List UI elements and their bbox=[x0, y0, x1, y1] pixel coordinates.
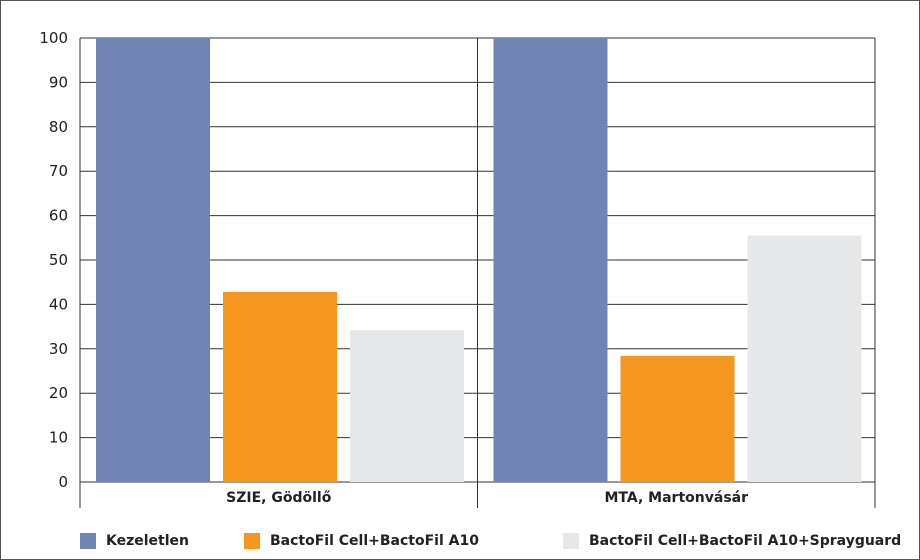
legend-swatch bbox=[244, 533, 260, 549]
bar bbox=[350, 330, 464, 482]
legend-swatch bbox=[563, 533, 579, 549]
y-tick-label: 90 bbox=[49, 73, 68, 91]
y-tick-label: 80 bbox=[49, 118, 68, 136]
legend-item: BactoFil Cell+BactoFil A10+Sprayguard bbox=[563, 528, 901, 554]
bar bbox=[620, 355, 735, 482]
y-tick-label: 60 bbox=[49, 207, 68, 225]
y-tick-label: 70 bbox=[49, 162, 68, 180]
axes bbox=[79, 38, 876, 508]
bar bbox=[223, 291, 337, 482]
legend-label: BactoFil Cell+BactoFil A10+Sprayguard bbox=[589, 533, 902, 549]
legend-label: BactoFil Cell+BactoFil A10 bbox=[270, 533, 479, 549]
y-tick-label: 0 bbox=[58, 473, 68, 491]
category-labels: SZIE, Gödöllő MTA, Martonvásár bbox=[226, 490, 748, 506]
y-tick-label: 30 bbox=[49, 340, 68, 358]
y-tick-label: 20 bbox=[49, 384, 68, 402]
y-tick-label: 100 bbox=[39, 29, 68, 47]
legend-swatch bbox=[80, 533, 96, 549]
legend-item: Kezeletlen bbox=[80, 528, 189, 554]
legend-item: BactoFil Cell+BactoFil A10 bbox=[244, 528, 479, 554]
legend-label: Kezeletlen bbox=[106, 533, 189, 549]
category-label: MTA, Martonvásár bbox=[605, 490, 749, 506]
y-tick-label: 10 bbox=[49, 429, 68, 447]
legend: Kezeletlen BactoFil Cell+BactoFil A10 Bact… bbox=[0, 528, 920, 554]
y-axis-ticks: 0 10 20 30 40 50 60 70 80 90 100 bbox=[39, 29, 68, 491]
bar bbox=[493, 38, 608, 482]
bar bbox=[747, 235, 862, 482]
category-label: SZIE, Gödöllő bbox=[226, 490, 332, 506]
bars bbox=[96, 38, 862, 482]
bar bbox=[96, 38, 210, 482]
bar-chart: 0 10 20 30 40 50 60 70 80 90 100 SZIE, Gödöllő MTA,… bbox=[39, 29, 876, 508]
y-tick-label: 40 bbox=[49, 295, 68, 313]
y-tick-label: 50 bbox=[49, 251, 68, 269]
